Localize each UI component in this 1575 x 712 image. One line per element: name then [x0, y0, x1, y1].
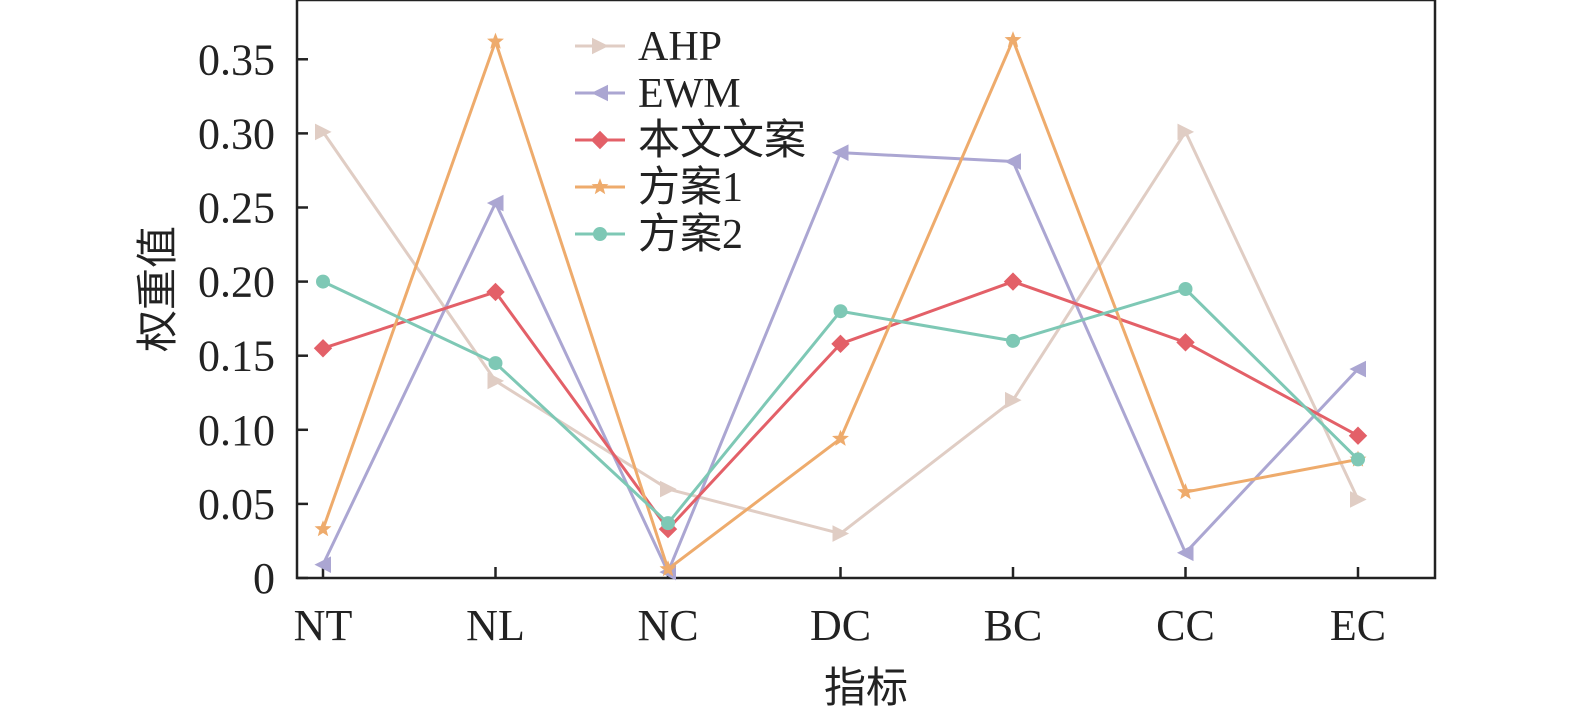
x-tick-label: NL [466, 601, 525, 650]
data-point [1350, 491, 1367, 508]
series-5 [316, 274, 1365, 531]
y-tick-label: 0.35 [198, 35, 275, 84]
x-axis: NT NL NC DC BC CC EC [294, 567, 1386, 650]
legend-entry: 方案2 [575, 211, 743, 258]
legend-entry: 方案1 [575, 164, 743, 211]
data-point [314, 520, 332, 537]
data-point [1006, 333, 1020, 348]
data-point [1176, 544, 1194, 562]
series-line [322, 280, 1359, 531]
y-tick-label: 0.25 [198, 183, 275, 232]
data-point [1177, 123, 1195, 141]
data-point [316, 274, 330, 289]
data-point [659, 560, 677, 577]
x-axis-title: 指标 [824, 663, 908, 712]
data-point [486, 282, 505, 302]
x-tick-label: EC [1330, 601, 1386, 650]
data-point [1178, 282, 1193, 296]
legend-swatch-marker [591, 178, 609, 195]
series-3 [313, 272, 1368, 539]
data-point [487, 32, 504, 49]
data-point [1004, 31, 1022, 48]
y-axis: 0 0.05 0.10 0.15 0.20 0.25 0.30 0.35 [198, 35, 308, 603]
y-tick-label: 0.15 [198, 332, 275, 381]
legend-swatch-marker [591, 84, 608, 102]
data-point [660, 480, 677, 498]
y-tick-label: 0.30 [198, 109, 275, 158]
data-point [831, 144, 849, 161]
data-point [315, 123, 332, 141]
legend-label: AHP [638, 24, 722, 70]
x-tick-label: BC [984, 601, 1043, 650]
legend-swatch-marker [592, 37, 609, 55]
data-point [832, 525, 850, 542]
legend-swatch-marker [590, 130, 610, 150]
plot-frame [295, 0, 1437, 580]
data-point [1349, 360, 1366, 378]
series-line [321, 130, 1360, 536]
legend-swatch-marker [593, 227, 607, 241]
x-tick-label: CC [1156, 601, 1215, 650]
data-point [1351, 452, 1365, 467]
data-point [1176, 333, 1195, 352]
data-point [488, 356, 503, 371]
data-point [486, 194, 504, 212]
data-point [832, 429, 849, 446]
legend-entry: AHP [575, 24, 722, 70]
series-1 [315, 123, 1367, 542]
data-point [1003, 272, 1023, 291]
y-tick-label: 0.05 [198, 480, 275, 529]
legend-label: 方案2 [638, 211, 743, 258]
series-layer [313, 31, 1368, 581]
x-tick-label: NT [294, 601, 353, 650]
x-tick-label: NC [637, 601, 698, 650]
legend-label: 方案1 [638, 164, 743, 211]
x-tick-label: DC [810, 601, 871, 650]
data-point [831, 334, 850, 354]
data-point [1004, 153, 1021, 170]
data-point [833, 304, 848, 319]
y-tick-label: 0 [253, 554, 275, 603]
data-point [661, 516, 675, 531]
y-tick-label: 0.20 [198, 258, 275, 307]
y-axis-title: 权重值 [133, 226, 182, 352]
series-line [321, 151, 1360, 574]
data-point [487, 372, 505, 390]
legend-label: EWM [638, 71, 741, 117]
data-point [313, 339, 333, 358]
data-point [1005, 391, 1022, 409]
legend-entry: EWM [575, 71, 741, 117]
legend-label: 本文文案 [638, 117, 806, 164]
data-point [1177, 483, 1194, 500]
data-point [314, 556, 331, 573]
series-4 [314, 31, 1367, 577]
y-tick-label: 0.10 [198, 406, 275, 455]
series-2 [314, 144, 1366, 581]
data-point [1348, 426, 1368, 445]
legend-entry: 本文文案 [575, 117, 806, 164]
